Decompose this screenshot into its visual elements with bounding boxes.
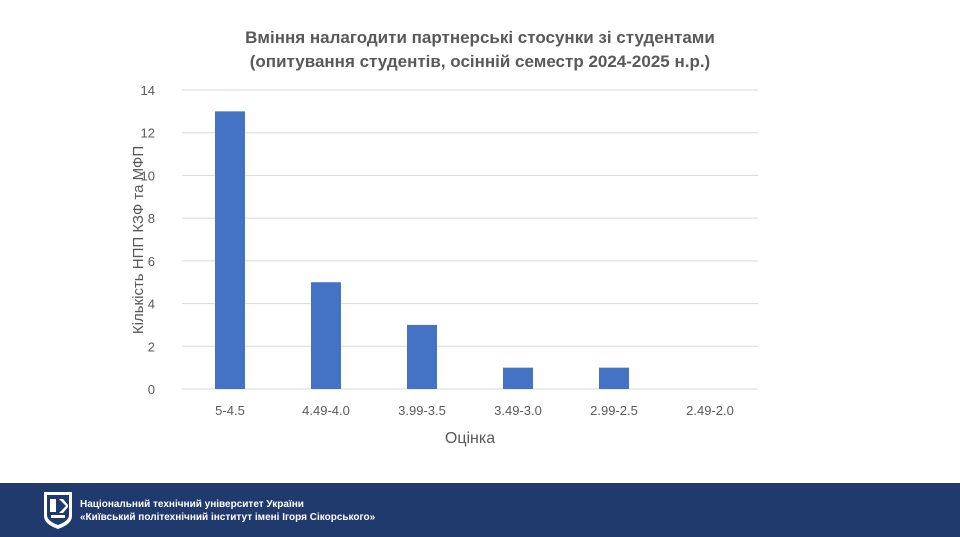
bar <box>311 282 341 389</box>
bars <box>215 111 629 389</box>
y-tick-label: 4 <box>148 297 155 312</box>
x-tick-labels: 5-4.5 4.49-4.0 3.99-3.5 3.49-3.0 2.99-2.5 2.4… <box>215 403 734 418</box>
y-tick-label: 8 <box>148 211 155 226</box>
chart-title: Вміння налагодити партнерські стосунки з… <box>140 26 820 74</box>
y-tick-label: 10 <box>141 168 155 183</box>
kpi-shield-logo-icon <box>44 492 72 529</box>
footer-line1: Національний технічний університет Украї… <box>80 499 304 510</box>
y-tick-label: 0 <box>148 382 155 397</box>
footer-line2: «Київський політехнічний інститут імені … <box>80 512 376 523</box>
bar <box>599 367 629 389</box>
y-tick-label: 2 <box>148 339 155 354</box>
footer-bar: Національний технічний університет Украї… <box>0 483 960 537</box>
gridlines <box>182 89 758 390</box>
x-tick-label: 2.49-2.0 <box>686 403 734 418</box>
x-tick-label: 5-4.5 <box>215 403 245 418</box>
x-axis-label: Оцінка <box>445 430 495 447</box>
y-tick-label: 6 <box>148 254 155 269</box>
bar-chart: 0 2 4 6 8 10 12 14 5-4.5 4.49-4.0 3.99-3.5 3.49-3.… <box>130 83 758 447</box>
x-tick-label: 2.99-2.5 <box>590 403 638 418</box>
chart-title-line2: (опитування студентів, осінній семестр 2… <box>249 52 711 71</box>
bar <box>215 111 245 389</box>
y-axis-label: Кількість НПП КЗФ та МФП <box>130 146 147 334</box>
footer-text: Національний технічний університет Украї… <box>80 498 375 524</box>
x-tick-label: 3.49-3.0 <box>494 403 542 418</box>
y-tick-labels: 0 2 4 6 8 10 12 14 <box>141 83 155 397</box>
y-tick-label: 12 <box>141 126 155 141</box>
x-tick-label: 3.99-3.5 <box>398 403 446 418</box>
y-tick-label: 14 <box>141 83 155 98</box>
x-tick-label: 4.49-4.0 <box>302 403 350 418</box>
bar <box>503 367 533 389</box>
chart-title-line1: Вміння налагодити партнерські стосунки з… <box>245 28 715 47</box>
bar <box>407 324 437 389</box>
